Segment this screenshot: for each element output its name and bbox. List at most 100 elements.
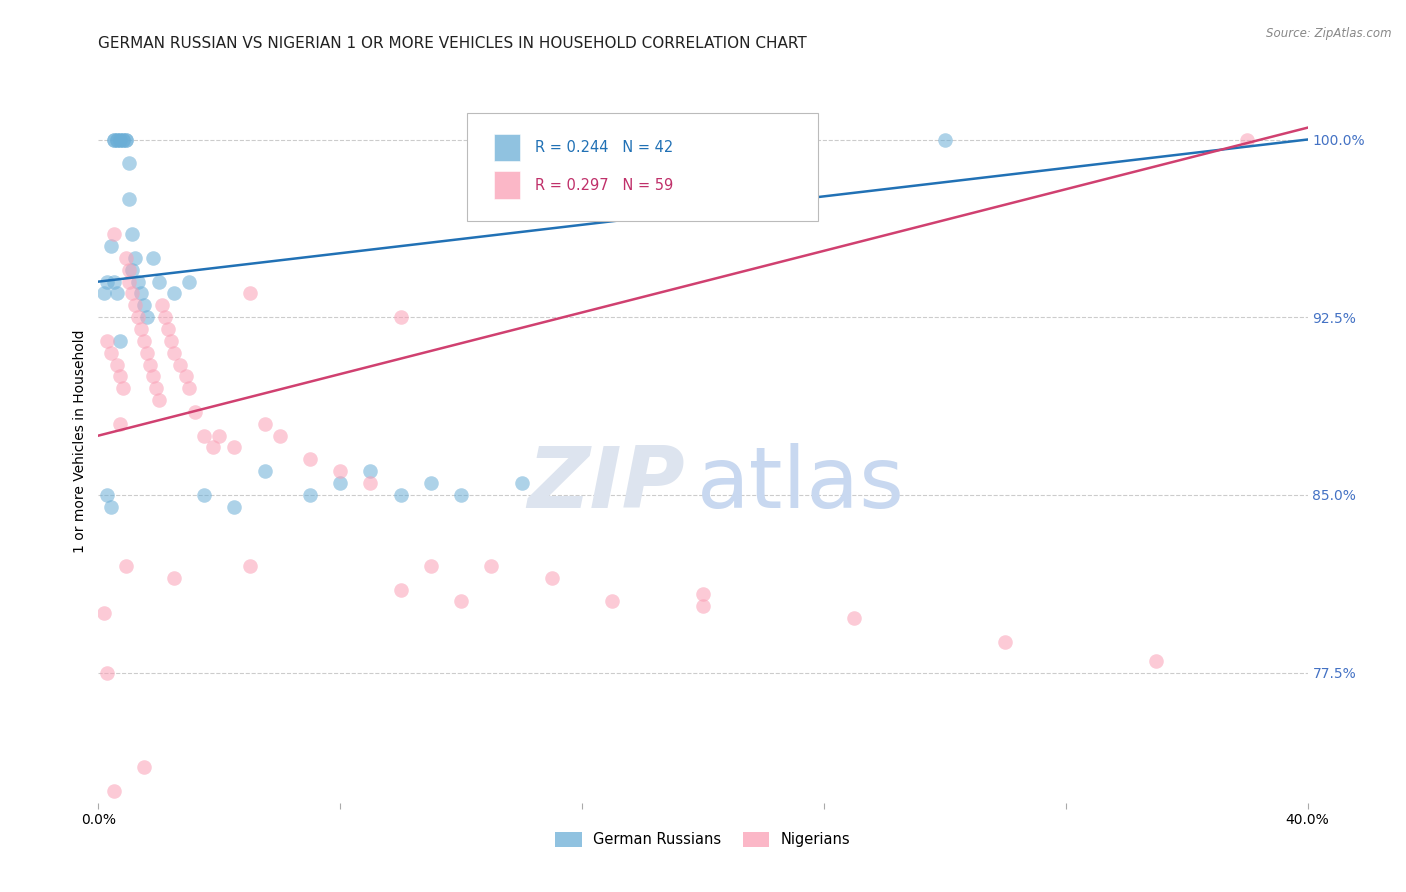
Text: atlas: atlas [697,443,905,526]
Point [299,452,322,467]
Point [103,132,125,146]
Point [163,286,186,301]
Point [108,334,131,348]
Point [118,275,141,289]
Point [139,358,162,372]
Point [994,634,1017,648]
Point [148,393,170,408]
Point [105,358,128,372]
Point [114,132,136,146]
Point [224,500,246,514]
Point [111,132,134,146]
Text: ZIP: ZIP [527,443,685,526]
Point [163,345,186,359]
Point [129,286,152,301]
Point [103,784,125,798]
Point [184,405,207,419]
Point [96,488,118,502]
Point [111,132,134,146]
Point [114,558,136,573]
Point [1236,132,1258,146]
Point [127,310,149,325]
Point [108,132,131,146]
Point [174,369,197,384]
Point [103,132,125,146]
Point [360,475,382,490]
Point [100,500,122,514]
Point [239,558,262,573]
Point [105,286,128,301]
Point [420,558,443,573]
Point [93,607,115,621]
Point [692,599,714,614]
Text: GERMAN RUSSIAN VS NIGERIAN 1 OR MORE VEHICLES IN HOUSEHOLD CORRELATION CHART: GERMAN RUSSIAN VS NIGERIAN 1 OR MORE VEH… [98,36,807,51]
Point [1146,654,1168,668]
Point [179,275,201,289]
Point [124,298,146,312]
Point [103,275,125,289]
Point [602,594,624,608]
Point [481,558,503,573]
Point [121,227,143,242]
Point [148,275,170,289]
Point [156,322,179,336]
Point [105,132,128,146]
Point [118,262,141,277]
Point [121,286,143,301]
Point [129,322,152,336]
Point [329,464,352,478]
Point [389,582,412,597]
Text: R = 0.297   N = 59: R = 0.297 N = 59 [534,178,673,193]
Point [193,488,215,502]
Point [450,594,472,608]
Point [108,417,131,431]
Point [450,488,472,502]
Point [202,441,225,455]
Point [118,156,141,170]
FancyBboxPatch shape [467,112,818,221]
Point [934,132,956,146]
Point [132,334,155,348]
Point [142,251,165,265]
Point [100,345,122,359]
Point [224,441,246,455]
Point [145,381,167,395]
Text: Source: ZipAtlas.com: Source: ZipAtlas.com [1267,27,1392,40]
Point [132,760,155,774]
Point [389,488,412,502]
Point [93,286,115,301]
Point [692,587,714,601]
Point [124,251,146,265]
Point [160,334,183,348]
Point [540,571,562,585]
Point [103,227,125,242]
Text: R = 0.244   N = 42: R = 0.244 N = 42 [534,140,673,155]
Point [114,132,136,146]
Point [239,286,262,301]
Point [127,275,149,289]
Point [114,251,136,265]
Point [108,132,131,146]
Point [299,488,322,502]
Y-axis label: 1 or more Vehicles in Household: 1 or more Vehicles in Household [73,330,87,553]
Point [193,428,215,442]
Point [111,381,134,395]
Bar [494,134,520,161]
Point [253,417,276,431]
Point [118,192,141,206]
Point [100,239,122,253]
Point [105,132,128,146]
Point [96,665,118,680]
Point [360,464,382,478]
Point [269,428,291,442]
Point [208,428,231,442]
Point [169,358,191,372]
Point [96,275,118,289]
Point [142,369,165,384]
Point [420,475,443,490]
Point [96,334,118,348]
Point [132,298,155,312]
Point [389,310,412,325]
Point [253,464,276,478]
Point [153,310,176,325]
